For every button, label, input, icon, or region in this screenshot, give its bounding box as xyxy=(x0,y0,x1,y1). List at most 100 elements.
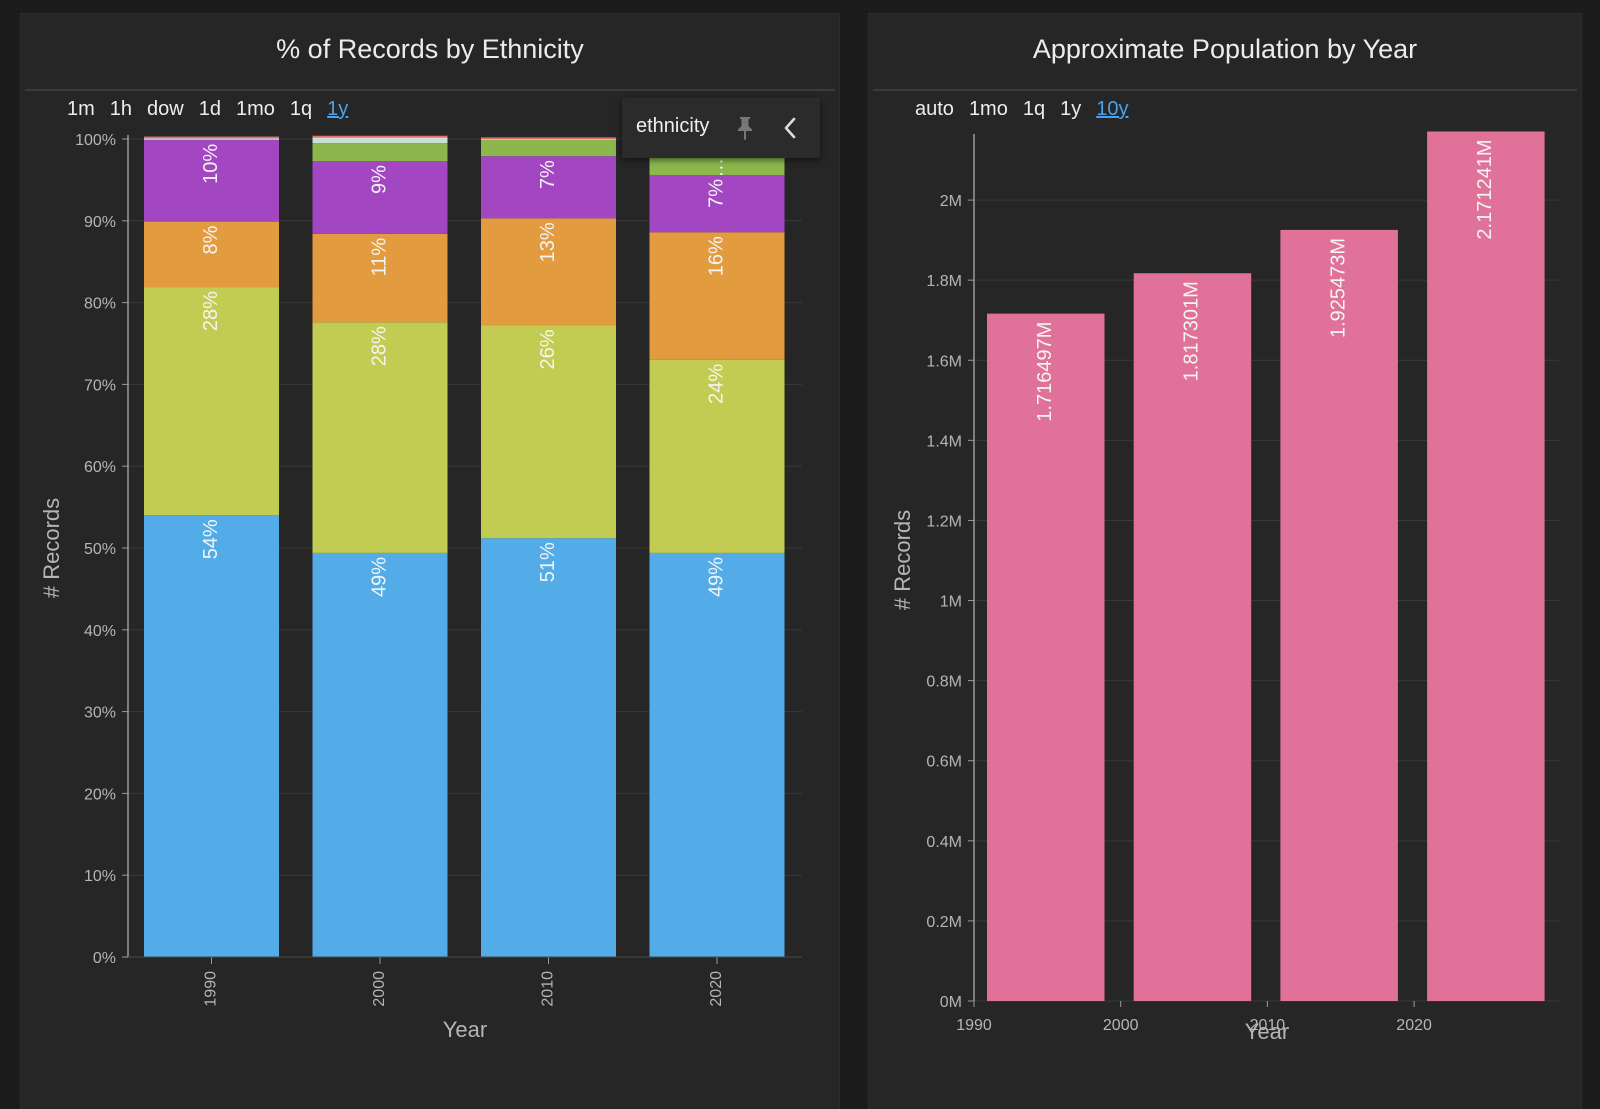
x-tick-label: 2020 xyxy=(708,971,725,1007)
bar-segment xyxy=(481,218,616,326)
bar-segment xyxy=(649,359,785,553)
interval-option-1m[interactable]: 1m xyxy=(67,98,95,120)
y-tick-label: 10% xyxy=(84,868,116,885)
y-tick-label: 1.6M xyxy=(926,353,962,370)
population-chart-panel: Approximate Population by Year auto 1mo 1q… xyxy=(869,14,1581,1109)
data-label: 28% xyxy=(200,291,222,331)
data-label: 1.817301M xyxy=(1181,281,1203,381)
y-tick-label: 1.8M xyxy=(926,273,962,290)
y-tick-label: 0M xyxy=(940,994,962,1011)
bar-segment xyxy=(312,137,448,144)
interval-option-1q[interactable]: 1q xyxy=(1022,98,1046,120)
bar-segment xyxy=(144,138,279,140)
bar-segment xyxy=(481,139,616,157)
interval-selector: auto 1mo 1q 1y 10y xyxy=(915,98,1143,121)
bar-segment xyxy=(312,552,448,957)
y-tick-label: 90% xyxy=(84,214,116,231)
y-tick-label: 60% xyxy=(84,459,116,476)
data-label: 7% xyxy=(537,160,559,189)
x-tick-label: 2000 xyxy=(371,971,388,1007)
x-axis-title: Year xyxy=(443,1017,487,1042)
y-tick-label: 1.4M xyxy=(926,433,962,450)
interval-option-1q[interactable]: 1q xyxy=(289,98,313,120)
data-label: 49% xyxy=(368,557,390,597)
interval-option-1mo[interactable]: 1mo xyxy=(236,98,275,120)
bar-segment xyxy=(649,232,785,360)
y-tick-label: 80% xyxy=(84,296,116,313)
y-axis-title: # Records xyxy=(39,498,64,598)
bar-segment xyxy=(481,139,616,140)
data-label: 51% xyxy=(537,542,559,582)
bar-chart: 0M 0.2M 0.4M 0.6M 0.8M 1M 1.2M 1.4M 1.6M 1.8M 2M 1.… xyxy=(890,131,1559,1044)
legend-popup[interactable]: ethnicity xyxy=(622,98,820,158)
x-tick-label: 2020 xyxy=(1396,1017,1432,1034)
interval-option-1y[interactable]: 1y xyxy=(327,98,349,120)
bar-segment xyxy=(481,137,616,139)
bar-segment xyxy=(481,538,616,957)
bar-segment xyxy=(312,135,448,138)
y-tick-label: 0% xyxy=(93,950,116,967)
data-label: 2.171241M xyxy=(1474,140,1496,240)
data-label: 24% xyxy=(705,364,727,404)
y-tick-label: 2M xyxy=(940,193,962,210)
interval-option-1mo[interactable]: 1mo xyxy=(968,98,1008,120)
chevron-left-icon[interactable] xyxy=(782,116,798,145)
bar-segment xyxy=(649,552,785,957)
bar-segment xyxy=(649,174,785,233)
ethnicity-chart-panel: % of Records by Ethnicity 1m 1h dow 1d 1mo 1q… xyxy=(21,14,839,1109)
interval-option-dow[interactable]: dow xyxy=(147,98,184,120)
bar-segment xyxy=(649,153,785,175)
interval-option-1y[interactable]: 1y xyxy=(1060,98,1082,120)
y-tick-label: 20% xyxy=(84,786,116,803)
data-label: 49% xyxy=(705,557,727,597)
pin-icon[interactable] xyxy=(736,115,754,146)
y-tick-label: 0.6M xyxy=(926,754,962,771)
stacked-bar-chart: 0% 10% 20% 30% 40% 50% 60% 70% 80% 90% 100% 54% 28% 8… xyxy=(39,132,802,1042)
bar-segment xyxy=(312,161,448,234)
bar-segment xyxy=(312,322,448,553)
bar xyxy=(1427,131,1545,1001)
interval-option-1h[interactable]: 1h xyxy=(109,98,133,120)
panel-title: Approximate Population by Year xyxy=(1032,34,1418,64)
x-axis-title: Year xyxy=(1245,1019,1289,1044)
data-label: … xyxy=(705,158,727,178)
x-tick-label: 2010 xyxy=(540,971,557,1007)
y-tick-label: 1.2M xyxy=(926,513,962,530)
bar-segment xyxy=(144,515,279,957)
interval-option-1d[interactable]: 1d xyxy=(198,98,221,120)
y-tick-label: 0.2M xyxy=(926,914,962,931)
bar-segment xyxy=(481,325,616,539)
x-tick-label: 1990 xyxy=(956,1017,992,1034)
legend-label: ethnicity xyxy=(636,115,710,137)
data-label: 7% xyxy=(705,179,727,208)
bar-segment xyxy=(144,287,279,516)
interval-option-auto[interactable]: auto xyxy=(915,98,954,120)
y-tick-label: 30% xyxy=(84,705,116,722)
x-tick-label: 2010 xyxy=(1250,1017,1286,1034)
bar-segment xyxy=(144,221,279,288)
x-tick-label: 2000 xyxy=(1103,1017,1139,1034)
y-tick-label: 0.8M xyxy=(926,674,962,691)
bar xyxy=(987,313,1105,1001)
y-axis-title: # Records xyxy=(890,510,915,610)
y-tick-label: 1M xyxy=(940,594,962,611)
panel-title: % of Records by Ethnicity xyxy=(276,34,584,64)
bar-segment xyxy=(144,139,279,222)
data-label: 54% xyxy=(200,519,222,559)
data-label: 11% xyxy=(368,238,390,277)
interval-option-10y[interactable]: 10y xyxy=(1096,98,1129,120)
bar-segment xyxy=(144,136,279,139)
x-tick-label: 1990 xyxy=(203,971,220,1007)
y-tick-label: 70% xyxy=(84,377,116,394)
y-tick-label: 100% xyxy=(75,132,116,149)
divider xyxy=(873,89,1577,91)
data-label: 16% xyxy=(705,236,727,276)
bar-segment xyxy=(312,143,448,162)
data-label: 28% xyxy=(368,326,390,366)
data-label: 1.716497M xyxy=(1034,322,1056,422)
y-tick-label: 50% xyxy=(84,541,116,558)
bar xyxy=(1133,273,1252,1001)
bar xyxy=(1280,229,1398,1002)
bar-segment xyxy=(481,156,616,219)
data-label: 10% xyxy=(200,144,222,184)
